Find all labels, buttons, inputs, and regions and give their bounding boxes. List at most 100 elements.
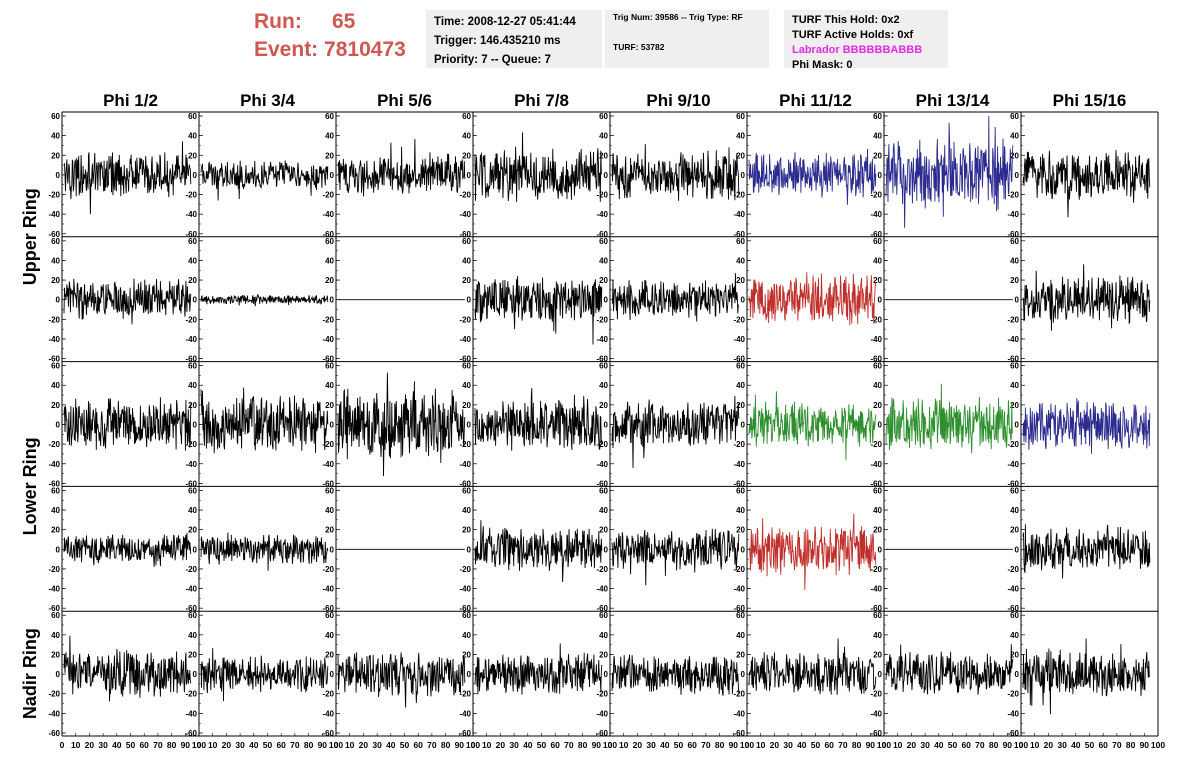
column-header: Phi 13/14 — [916, 91, 990, 110]
y-tick-label: 60 — [873, 611, 882, 620]
y-tick-label: -20 — [733, 440, 745, 449]
y-tick-label: 0 — [741, 545, 746, 554]
x-tick-label: 50 — [811, 740, 821, 750]
x-tick-label: 30 — [1057, 740, 1067, 750]
waveform-trace — [337, 372, 466, 477]
y-tick-label: 0 — [56, 171, 61, 180]
x-tick-label: 80 — [989, 740, 999, 750]
y-tick-label: 0 — [467, 670, 472, 679]
x-tick-label: 90 — [1140, 740, 1150, 750]
y-tick-label: 20 — [188, 526, 197, 535]
y-tick-label: 20 — [462, 526, 471, 535]
y-tick-label: -40 — [733, 460, 745, 469]
x-tick-label: 10 — [71, 740, 81, 750]
y-tick-label: 20 — [873, 276, 882, 285]
y-tick-label: -40 — [185, 709, 197, 718]
waveform-trace — [1022, 524, 1151, 579]
x-tick-label: 60 — [139, 740, 149, 750]
y-tick-label: -40 — [48, 585, 60, 594]
y-tick-label: 20 — [736, 276, 745, 285]
y-tick-label: 60 — [51, 237, 60, 246]
x-tick-label: 70 — [290, 740, 300, 750]
y-tick-label: -40 — [596, 460, 608, 469]
y-tick-label: 40 — [873, 506, 882, 515]
y-tick-label: 60 — [188, 486, 197, 495]
x-tick-label: 30 — [783, 740, 793, 750]
x-tick-label: 60 — [1098, 740, 1108, 750]
trig-num-text: Trig Num: 39586 -- Trig Type: RF — [613, 12, 743, 22]
y-tick-label: 60 — [1010, 362, 1019, 371]
y-tick-label: -20 — [733, 690, 745, 699]
y-tick-label: 20 — [325, 151, 334, 160]
y-tick-label: 60 — [736, 237, 745, 246]
y-tick-label: 40 — [599, 381, 608, 390]
y-tick-label: 40 — [51, 381, 60, 390]
y-tick-label: 20 — [51, 276, 60, 285]
y-tick-label: -40 — [596, 585, 608, 594]
y-tick-label: 20 — [325, 276, 334, 285]
x-tick-label: 40 — [934, 740, 944, 750]
y-tick-label: 0 — [1015, 670, 1020, 679]
x-tick-label: 40 — [660, 740, 670, 750]
y-tick-label: 40 — [736, 256, 745, 265]
y-tick-label: 60 — [51, 611, 60, 620]
y-tick-label: -40 — [322, 335, 334, 344]
y-tick-label: 0 — [56, 670, 61, 679]
y-tick-label: 0 — [741, 421, 746, 430]
y-tick-label: 60 — [325, 237, 334, 246]
x-tick-label: 100 — [603, 740, 617, 750]
y-tick-label: -60 — [596, 479, 608, 488]
x-tick-label: 50 — [674, 740, 684, 750]
x-tick-label: 20 — [222, 740, 232, 750]
y-tick-label: -40 — [733, 709, 745, 718]
x-tick-label: 40 — [112, 740, 122, 750]
y-tick-label: 60 — [188, 237, 197, 246]
event-value: 7810473 — [324, 38, 406, 61]
y-tick-label: 20 — [873, 151, 882, 160]
waveform-trace — [748, 148, 877, 205]
y-tick-label: 40 — [51, 506, 60, 515]
y-tick-label: -20 — [185, 315, 197, 324]
y-tick-label: 60 — [462, 237, 471, 246]
y-tick-label: -20 — [185, 440, 197, 449]
x-tick-label: 40 — [523, 740, 533, 750]
y-tick-label: 0 — [330, 670, 335, 679]
y-tick-label: 60 — [325, 611, 334, 620]
x-tick-label: 70 — [975, 740, 985, 750]
y-tick-label: 0 — [193, 421, 198, 430]
y-tick-label: 40 — [599, 631, 608, 640]
x-tick-label: 30 — [98, 740, 108, 750]
waveform-trace — [611, 528, 740, 586]
waveform-trace — [337, 138, 466, 197]
waveform-trace — [748, 513, 877, 590]
y-tick-label: -60 — [185, 729, 197, 738]
y-tick-label: 60 — [188, 112, 197, 121]
y-tick-label: -20 — [596, 315, 608, 324]
y-tick-label: 0 — [604, 421, 609, 430]
y-tick-label: -40 — [1007, 709, 1019, 718]
event-label: Event: — [254, 38, 319, 61]
y-tick-label: -20 — [185, 690, 197, 699]
x-tick-label: 30 — [920, 740, 930, 750]
y-tick-label: 40 — [1010, 132, 1019, 141]
y-tick-label: 0 — [878, 296, 883, 305]
y-tick-label: 20 — [736, 650, 745, 659]
y-tick-label: -60 — [322, 604, 334, 613]
y-tick-label: 60 — [1010, 486, 1019, 495]
y-tick-label: 0 — [878, 670, 883, 679]
y-tick-label: 20 — [873, 401, 882, 410]
y-tick-label: 0 — [741, 670, 746, 679]
waveform-trace — [63, 141, 192, 215]
y-tick-label: -20 — [733, 315, 745, 324]
column-header: Phi 5/6 — [377, 91, 432, 110]
waveform-trace — [63, 635, 192, 702]
y-tick-label: -60 — [733, 230, 745, 239]
x-tick-label: 80 — [441, 740, 451, 750]
waveform-trace — [1022, 638, 1150, 715]
y-tick-label: 60 — [188, 362, 197, 371]
column-header: Phi 15/16 — [1053, 91, 1127, 110]
y-tick-label: 60 — [462, 362, 471, 371]
y-tick-label: 0 — [467, 171, 472, 180]
y-tick-label: -60 — [185, 230, 197, 239]
event-line: Event: 7810473 — [254, 36, 406, 64]
